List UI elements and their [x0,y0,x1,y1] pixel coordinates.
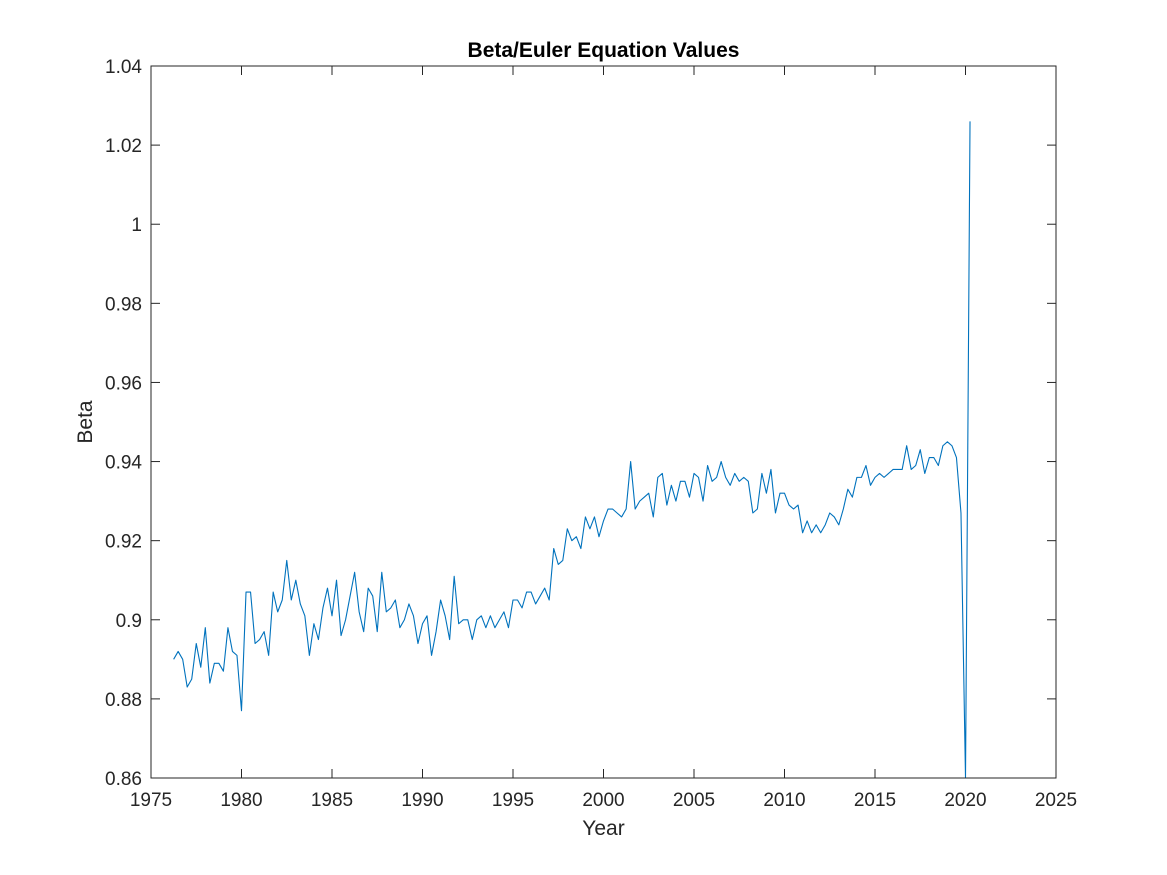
x-tick-label: 1980 [220,790,262,811]
y-tick-label: 0.96 [105,373,142,394]
x-tick-label: 2010 [763,790,805,811]
x-tick-label: 1995 [492,790,534,811]
series-line [173,121,971,779]
y-tick-label: 1 [131,215,142,236]
chart-title: Beta/Euler Equation Values [468,39,740,62]
y-tick-label: 0.9 [116,611,142,632]
x-tick-label: 2015 [854,790,896,811]
y-tick-label: 1.04 [105,57,142,78]
y-tick-label: 0.88 [105,690,142,711]
x-axis-label: Year [582,817,624,840]
y-tick-label: 0.92 [105,532,142,553]
y-tick-label: 0.98 [105,294,142,315]
y-tick-label: 0.94 [105,453,142,474]
x-tick-label: 1990 [401,790,443,811]
y-axis-ticks: 0.86 0.88 0.9 0.92 0.94 0.96 0.98 1 1.02 1.04 [105,57,1056,790]
y-axis-label: Beta [74,400,97,444]
x-tick-label: 2005 [673,790,715,811]
x-tick-label: 2020 [944,790,986,811]
x-tick-label: 1975 [130,790,172,811]
plot-area-box [150,65,1057,779]
x-tick-label: 1985 [311,790,353,811]
x-axis-ticks: 1975 1980 1985 1990 1995 2000 2005 2010 2015 2020… [130,66,1077,811]
x-tick-label: 2025 [1035,790,1077,811]
y-tick-label: 1.02 [105,136,142,157]
y-tick-label: 0.86 [105,769,142,790]
x-tick-label: 2000 [582,790,624,811]
